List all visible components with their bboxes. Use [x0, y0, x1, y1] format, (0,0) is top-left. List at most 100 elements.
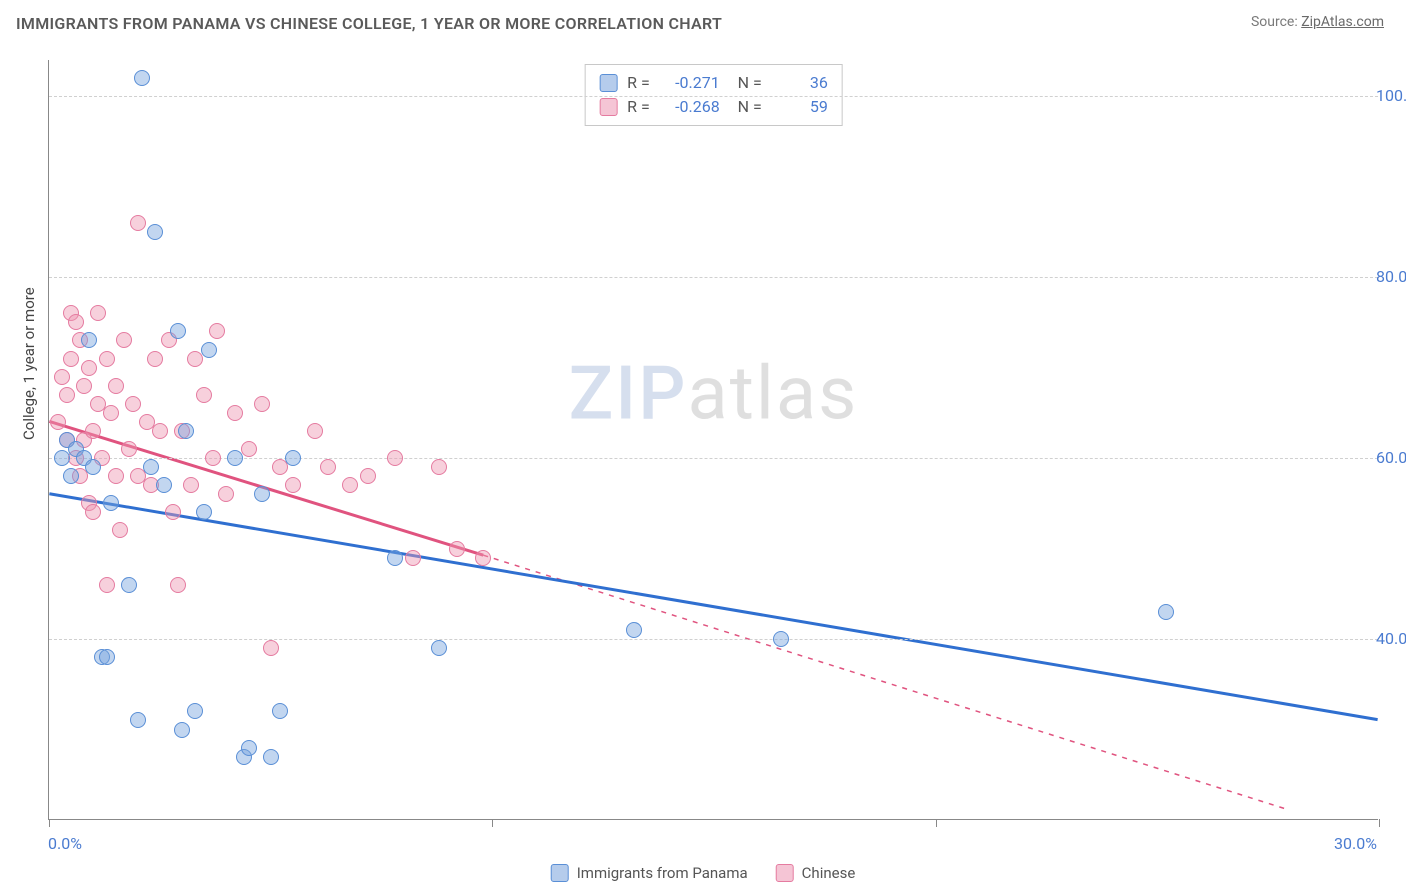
data-point[interactable] — [103, 405, 119, 421]
data-point[interactable] — [196, 504, 212, 520]
data-point[interactable] — [130, 215, 146, 231]
data-point[interactable] — [152, 423, 168, 439]
data-point[interactable] — [405, 550, 421, 566]
chart-title: IMMIGRANTS FROM PANAMA VS CHINESE COLLEG… — [16, 14, 722, 33]
data-point[interactable] — [147, 224, 163, 240]
data-point[interactable] — [50, 414, 66, 430]
data-point[interactable] — [134, 70, 150, 86]
data-point[interactable] — [241, 740, 257, 756]
legend-n-value-1: 59 — [772, 95, 828, 119]
data-point[interactable] — [147, 351, 163, 367]
data-point[interactable] — [201, 342, 217, 358]
watermark-atlas: atlas — [687, 350, 858, 437]
x-tick-label-0: 0.0% — [48, 834, 82, 853]
data-point[interactable] — [187, 703, 203, 719]
data-point[interactable] — [99, 649, 115, 665]
data-point[interactable] — [108, 468, 124, 484]
data-point[interactable] — [227, 450, 243, 466]
source-link[interactable]: ZipAtlas.com — [1301, 14, 1384, 30]
data-point[interactable] — [1158, 604, 1174, 620]
data-point[interactable] — [272, 703, 288, 719]
data-point[interactable] — [170, 323, 186, 339]
data-point[interactable] — [143, 459, 159, 475]
data-point[interactable] — [54, 369, 70, 385]
grid-line — [49, 639, 1378, 640]
data-point[interactable] — [76, 378, 92, 394]
data-point[interactable] — [81, 360, 97, 376]
data-point[interactable] — [626, 622, 642, 638]
legend-r-label: R = — [627, 95, 654, 119]
legend-item-1: Chinese — [776, 864, 856, 882]
legend-n-value-0: 36 — [772, 71, 828, 95]
data-point[interactable] — [320, 459, 336, 475]
data-point[interactable] — [130, 712, 146, 728]
y-tick-label: 80.0% — [1370, 267, 1406, 286]
grid-line — [49, 96, 1378, 97]
data-point[interactable] — [108, 378, 124, 394]
data-point[interactable] — [125, 396, 141, 412]
data-point[interactable] — [431, 640, 447, 656]
data-point[interactable] — [68, 314, 84, 330]
data-point[interactable] — [116, 332, 132, 348]
data-point[interactable] — [205, 450, 221, 466]
data-point[interactable] — [170, 577, 186, 593]
legend-series: Immigrants from Panama Chinese — [551, 864, 856, 882]
data-point[interactable] — [263, 749, 279, 765]
data-point[interactable] — [85, 459, 101, 475]
regression-lines — [49, 60, 1378, 819]
data-point[interactable] — [85, 423, 101, 439]
data-point[interactable] — [99, 351, 115, 367]
data-point[interactable] — [263, 640, 279, 656]
legend-r-value-1: -0.268 — [664, 95, 720, 119]
legend-bottom-swatch-0 — [551, 864, 569, 882]
data-point[interactable] — [773, 631, 789, 647]
data-point[interactable] — [174, 722, 190, 738]
data-point[interactable] — [196, 387, 212, 403]
data-point[interactable] — [165, 504, 181, 520]
data-point[interactable] — [178, 423, 194, 439]
data-point[interactable] — [183, 477, 199, 493]
x-tick — [492, 819, 493, 827]
data-point[interactable] — [475, 550, 491, 566]
data-point[interactable] — [342, 477, 358, 493]
x-tick — [1379, 819, 1380, 827]
data-point[interactable] — [81, 332, 97, 348]
legend-n-label: N = — [730, 71, 762, 95]
data-point[interactable] — [254, 396, 270, 412]
source-prefix: Source: — [1251, 14, 1301, 30]
data-point[interactable] — [90, 305, 106, 321]
data-point[interactable] — [209, 323, 225, 339]
data-point[interactable] — [285, 450, 301, 466]
data-point[interactable] — [99, 577, 115, 593]
data-point[interactable] — [121, 441, 137, 457]
legend-bottom-swatch-1 — [776, 864, 794, 882]
data-point[interactable] — [285, 477, 301, 493]
data-point[interactable] — [307, 423, 323, 439]
data-point[interactable] — [121, 577, 137, 593]
grid-line — [49, 458, 1378, 459]
data-point[interactable] — [431, 459, 447, 475]
data-point[interactable] — [360, 468, 376, 484]
data-point[interactable] — [156, 477, 172, 493]
legend-bottom-label-1: Chinese — [802, 864, 856, 882]
data-point[interactable] — [254, 486, 270, 502]
data-point[interactable] — [387, 450, 403, 466]
grid-line — [49, 277, 1378, 278]
data-point[interactable] — [63, 468, 79, 484]
data-point[interactable] — [241, 441, 257, 457]
data-point[interactable] — [218, 486, 234, 502]
x-tick — [936, 819, 937, 827]
y-tick-label: 40.0% — [1370, 629, 1406, 648]
data-point[interactable] — [59, 387, 75, 403]
legend-r-value-0: -0.271 — [664, 71, 720, 95]
data-point[interactable] — [227, 405, 243, 421]
data-point[interactable] — [103, 495, 119, 511]
x-tick-label-3: 30.0% — [1334, 834, 1377, 853]
watermark-zip: ZIP — [569, 350, 688, 437]
data-point[interactable] — [449, 541, 465, 557]
data-point[interactable] — [387, 550, 403, 566]
data-point[interactable] — [112, 522, 128, 538]
data-point[interactable] — [85, 504, 101, 520]
data-point[interactable] — [63, 351, 79, 367]
y-tick-label: 60.0% — [1370, 448, 1406, 467]
